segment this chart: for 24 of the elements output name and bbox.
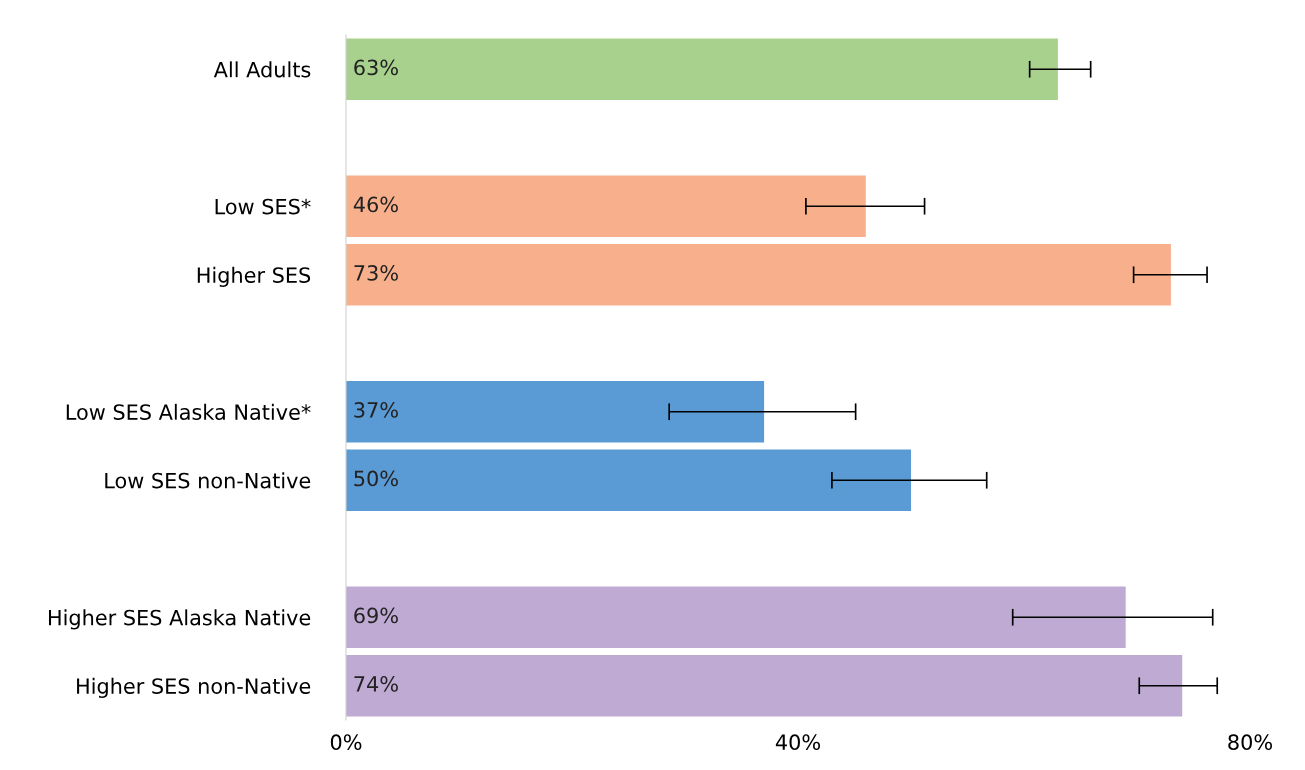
- bar: [346, 586, 1126, 649]
- y-tick-label: Higher SES non-Native: [77, 677, 311, 698]
- data-label: 50%: [354, 470, 398, 487]
- x-tick-label: 0%: [330, 734, 362, 751]
- bar: [346, 654, 1183, 717]
- bar: [346, 175, 866, 238]
- bar: [346, 380, 765, 443]
- data-label: 37%: [354, 402, 398, 418]
- data-label: 74%: [354, 676, 398, 692]
- bar: [346, 449, 911, 512]
- bar: [346, 38, 1058, 101]
- data-label: 69%: [354, 607, 398, 624]
- y-tick-label: Low SES Alaska Native*: [66, 403, 311, 420]
- x-tick-label: 40%: [775, 734, 820, 751]
- y-tick-label: All Adults: [213, 61, 311, 78]
- data-label: 73%: [354, 265, 398, 281]
- y-tick-label: Higher SES Alaska Native: [48, 609, 311, 630]
- data-label: 63%: [354, 59, 398, 76]
- y-tick-label: Low SES non-Native: [105, 472, 311, 489]
- data-label: 46%: [353, 196, 398, 213]
- y-tick-label: Low SES*: [215, 198, 311, 215]
- x-tick-label: 80%: [1228, 734, 1272, 751]
- y-tick-label: Higher SES: [197, 266, 311, 287]
- bar: [346, 243, 1171, 306]
